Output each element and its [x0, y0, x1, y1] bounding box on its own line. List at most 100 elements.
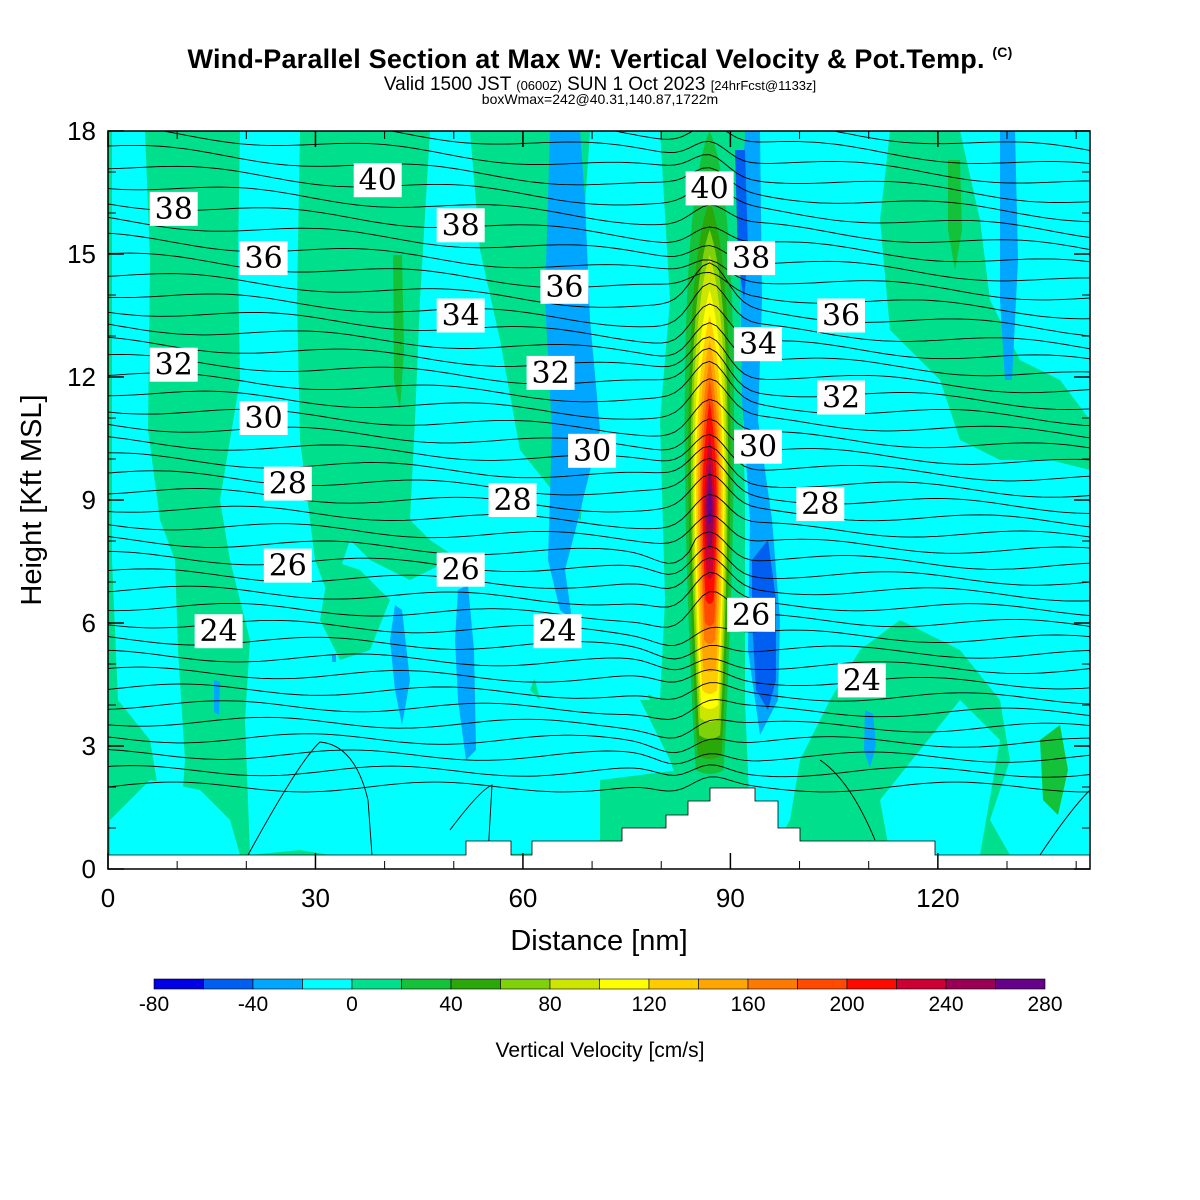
isentrope — [247, 741, 373, 856]
colorbar-swatch — [549, 978, 600, 990]
y-tick-label: 18 — [67, 116, 96, 146]
colorbar-tick-label: 0 — [346, 993, 358, 1016]
contour-label-box: 38 — [727, 241, 776, 276]
contour-label-bg — [488, 483, 537, 517]
wv-band-neg20-neg40 — [390, 605, 410, 725]
colorbar-tick-label: -40 — [238, 993, 268, 1016]
contour-label-bg — [734, 429, 783, 464]
y-tick-label: 15 — [67, 239, 96, 269]
wv-band-0-20 — [410, 131, 650, 720]
isentrope — [108, 494, 1090, 538]
contour-label-bg — [727, 241, 776, 276]
contour-label-box: 26 — [436, 552, 485, 588]
isentrope — [108, 571, 1090, 617]
isentrope — [108, 303, 1090, 360]
colorbar-title: Vertical Velocity [cm/s] — [496, 1039, 705, 1062]
contour-label-text: 24 — [200, 614, 238, 649]
contour-label-text: 28 — [493, 483, 531, 518]
contour-label-bg — [263, 548, 312, 583]
contour-label-box: 26 — [727, 597, 776, 633]
contour-label-text: 40 — [359, 163, 397, 198]
contour-label-box: 28 — [488, 483, 537, 518]
colorbar-tick-label: 80 — [538, 993, 561, 1016]
wv-band-20-40-green — [948, 160, 962, 270]
isentrope — [108, 216, 1090, 282]
colorbar-swatch — [648, 978, 699, 990]
wv-band-neg20-neg40 — [455, 585, 476, 760]
contour-label-text: 38 — [155, 192, 193, 227]
wv-band-0-20 — [960, 131, 1090, 420]
colorbar-swatch — [747, 978, 798, 990]
colorbar-swatch — [698, 978, 749, 990]
contour-label-box: 28 — [796, 487, 845, 522]
isentrope — [108, 699, 1090, 720]
contour-label-box: 34 — [436, 298, 485, 334]
contour-label-box: 30 — [239, 401, 288, 436]
colorbar-swatch — [846, 978, 897, 990]
contour-label-text: 32 — [155, 348, 193, 383]
wv-band-neg20-neg40 — [1000, 131, 1018, 380]
contour-label-text: 38 — [442, 208, 480, 243]
potential-temperature-contours — [108, 131, 1090, 856]
contour-label-bg — [734, 327, 783, 362]
isentrope — [108, 336, 1090, 394]
contour-label-text: 32 — [822, 381, 860, 416]
isentrope — [108, 619, 1090, 646]
contour-label-text: 28 — [269, 467, 307, 502]
contour-label-box: 40 — [353, 163, 402, 198]
contour-label-bg — [817, 380, 866, 415]
contour-label-text: 30 — [573, 434, 611, 469]
contour-label-box: 30 — [568, 433, 617, 469]
contour-label-box: 24 — [837, 663, 886, 698]
colorbar-swatch — [351, 978, 402, 990]
wv-band-20-40 — [320, 560, 390, 660]
wv-band-20-40-green — [1040, 725, 1068, 815]
contour-label-bg — [353, 163, 402, 198]
contour-label-bg — [194, 614, 243, 649]
y-tick-label: 9 — [82, 485, 96, 515]
y-tick-label: 3 — [82, 731, 96, 761]
x-tick-label: 60 — [508, 883, 537, 913]
contour-label-bg — [149, 347, 198, 382]
isentrope — [108, 360, 1090, 427]
contour-label-box: 36 — [817, 298, 866, 334]
contour-label-bg — [727, 597, 776, 632]
colorbar-tick-label: 240 — [928, 993, 963, 1016]
isentrope — [389, 131, 1090, 184]
contour-label-box: 38 — [149, 191, 198, 227]
x-tick-label: 90 — [716, 883, 745, 913]
isentrope — [108, 144, 1090, 223]
isentrope — [108, 749, 1090, 765]
wv-band-0-20 — [110, 780, 240, 855]
colorbar-tick-label: 40 — [439, 993, 462, 1016]
chart-box-info: boxWmax=242@40.31,140.87,1722m — [481, 91, 719, 107]
isentrope — [831, 131, 1090, 151]
isentrope — [108, 322, 1090, 377]
x-tick-label: 30 — [301, 883, 330, 913]
terrain-profile — [108, 787, 1090, 869]
contour-label-bg — [568, 433, 617, 468]
wv-updraft-core — [706, 470, 713, 524]
terrain-mask — [108, 787, 1090, 869]
contour-label-box: 30 — [734, 429, 783, 465]
isentrope — [108, 776, 1090, 793]
y-tick-label: 6 — [82, 608, 96, 638]
isentrope — [108, 165, 1090, 238]
contour-label-text: 34 — [442, 299, 480, 334]
contour-label-bg — [436, 208, 485, 243]
contour-label-bg — [239, 241, 288, 276]
isentrope — [108, 203, 1090, 263]
isentrope — [612, 131, 1090, 165]
contour-label-bg — [796, 487, 845, 522]
isentrope — [108, 716, 1090, 739]
isentrope — [108, 514, 1090, 554]
contour-label-bg — [533, 614, 582, 649]
y-tick-label: 12 — [67, 362, 96, 392]
contour-label-box: 38 — [436, 208, 485, 243]
colorbar-swatch — [500, 978, 551, 990]
contour-labels: 3836323028262440383436323028262440383430… — [149, 163, 886, 698]
contour-label-bg — [526, 355, 575, 390]
wv-band-0-20 — [220, 131, 690, 855]
y-axis-title: Height [Kft MSL] — [16, 394, 48, 605]
x-tick-label: 120 — [916, 883, 959, 913]
